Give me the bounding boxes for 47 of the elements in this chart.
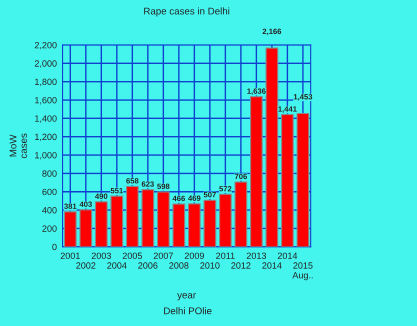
chart-title: Rape cases in Delhi [144,7,230,16]
y-tick-label: 2,000 [34,60,57,68]
x-axis-title: year [177,293,196,300]
x-tick-label: 2012 [231,262,250,269]
y-tick-label: 2,200 [34,42,57,50]
text: Delhi POlie [164,307,212,314]
y-tick-label: 1,200 [35,134,57,142]
bar [172,203,186,247]
y-tick-label: 400 [42,207,57,214]
y-tick-label: 200 [42,225,57,232]
y-tick-label: 1,400 [35,115,57,123]
x-tick-label: 2008 [169,262,189,269]
x-tick-label: 2009 [184,252,204,259]
bar [204,200,216,247]
bar [266,48,278,247]
y-tick-label: 800 [42,170,57,177]
bar [188,203,201,247]
x-tick-label: 2014 [262,262,282,269]
x-tick-label: 2003 [92,252,111,259]
x-tick-label: 2014 [278,252,298,259]
bar [141,189,154,247]
x-tick-label: 2002 [76,262,96,269]
x-tick-label: 2010 [200,262,220,269]
y-tick-label: 1,800 [35,78,57,86]
bar [94,201,108,247]
y-tick-label: 1,600 [35,96,57,104]
x-tick-label: 2015 Aug.. [292,262,313,280]
x-tick-label: 2004 [107,262,127,269]
bar [110,196,124,247]
y-axis-title: MoW cases [10,134,27,158]
x-tick-label: 2007 [154,252,173,259]
bar [126,186,139,247]
bar [296,112,310,247]
bar [79,209,92,247]
x-tick-label: 2013 [246,252,266,259]
x-tick-label: 2011 [216,252,235,259]
bar [234,181,248,247]
x-tick-label: 2006 [138,262,158,269]
bar [64,211,77,247]
bar [281,114,294,247]
x-tick-label: 2001 [60,252,80,259]
bar [156,191,170,247]
x-tick-label: 2005 [122,252,142,259]
y-tick-label: 1,000 [35,152,57,160]
y-tick-label: 600 [42,188,57,196]
y-tick-label: 0 [52,244,57,250]
bar [219,194,232,247]
